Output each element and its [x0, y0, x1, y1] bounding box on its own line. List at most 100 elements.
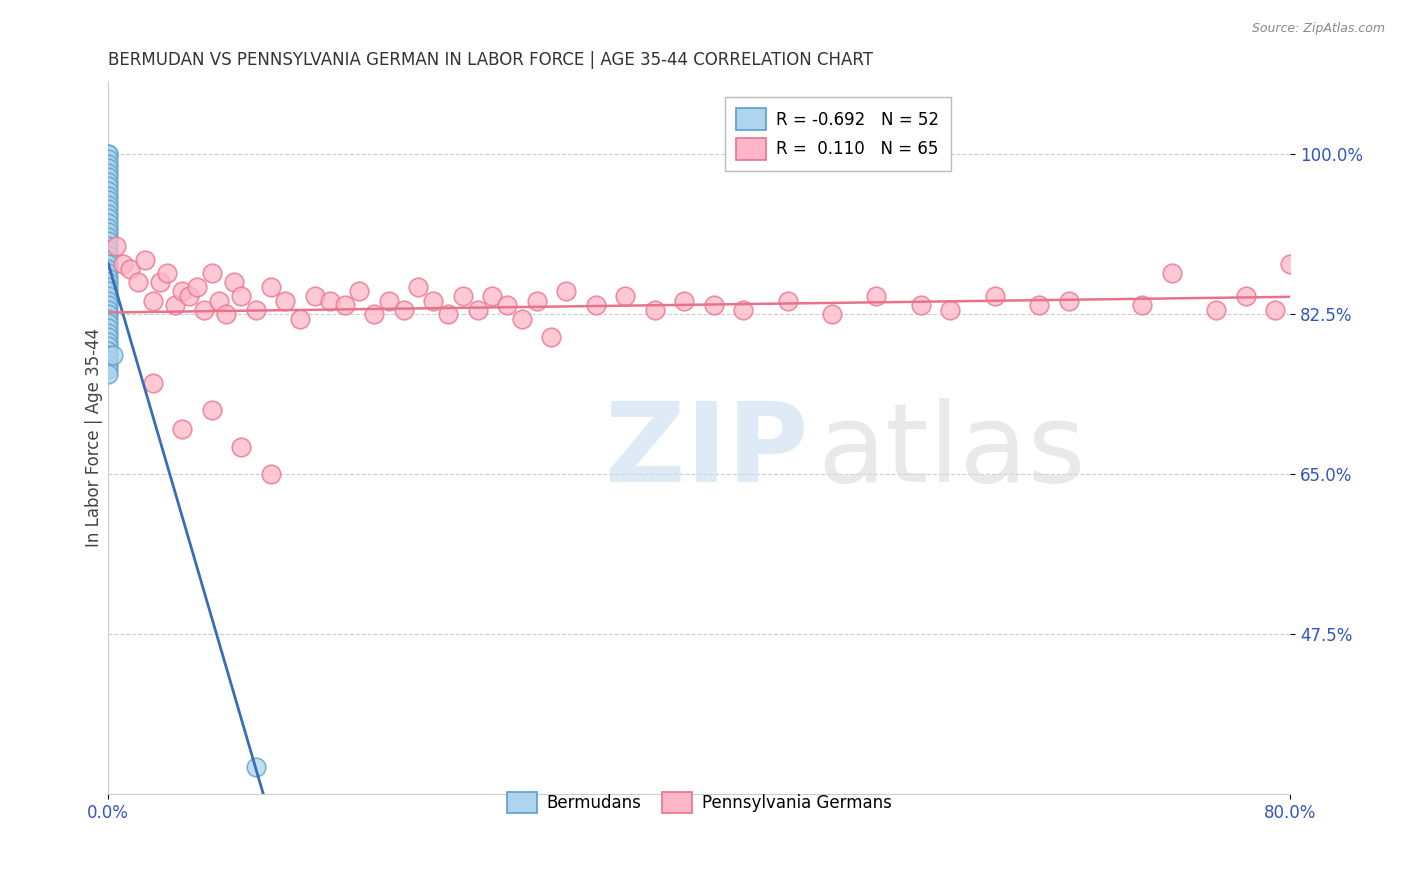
Point: [97, 276, 120, 290]
Point: [97, 302, 120, 317]
Text: atlas: atlas: [817, 399, 1085, 506]
Point: [120, 261, 142, 276]
Point: [437, 307, 460, 321]
Point: [186, 280, 208, 294]
Point: [97, 289, 120, 303]
Point: [97, 161, 120, 176]
Y-axis label: In Labor Force | Age 35-44: In Labor Force | Age 35-44: [86, 328, 103, 548]
Point: [526, 293, 548, 308]
Point: [97, 334, 120, 349]
Point: [231, 289, 253, 303]
Point: [97, 244, 120, 258]
Point: [97, 358, 120, 372]
Point: [614, 289, 637, 303]
Point: [540, 330, 562, 344]
Point: [97, 147, 120, 161]
Point: [290, 312, 312, 326]
Text: Source: ZipAtlas.com: Source: ZipAtlas.com: [1251, 22, 1385, 36]
Point: [193, 302, 215, 317]
Point: [97, 285, 120, 299]
Point: [97, 280, 120, 294]
Point: [97, 166, 120, 180]
Point: [319, 293, 342, 308]
Point: [97, 248, 120, 262]
Point: [1279, 257, 1302, 271]
Point: [97, 179, 120, 194]
Point: [467, 302, 489, 317]
Point: [97, 257, 120, 271]
Point: [97, 188, 120, 202]
Point: [104, 239, 127, 253]
Point: [245, 759, 267, 773]
Point: [97, 343, 120, 358]
Point: [585, 298, 607, 312]
Point: [97, 353, 120, 368]
Point: [703, 298, 725, 312]
Point: [1264, 302, 1286, 317]
Point: [97, 207, 120, 221]
Point: [97, 293, 120, 308]
Point: [1205, 302, 1227, 317]
Point: [260, 467, 283, 482]
Point: [673, 293, 696, 308]
Point: [97, 156, 120, 170]
Point: [97, 220, 120, 235]
Point: [910, 298, 932, 312]
Point: [97, 367, 120, 381]
Point: [510, 312, 533, 326]
Point: [333, 298, 356, 312]
Point: [821, 307, 844, 321]
Point: [1057, 293, 1080, 308]
Point: [231, 440, 253, 454]
Point: [408, 280, 430, 294]
Point: [179, 289, 201, 303]
Point: [97, 216, 120, 230]
Point: [127, 276, 149, 290]
Point: [97, 261, 120, 276]
Point: [97, 152, 120, 166]
Point: [304, 289, 326, 303]
Point: [201, 403, 224, 417]
Point: [1132, 298, 1154, 312]
Point: [776, 293, 799, 308]
Point: [97, 202, 120, 217]
Point: [733, 302, 755, 317]
Point: [201, 266, 224, 280]
Point: [451, 289, 474, 303]
Point: [141, 293, 163, 308]
Point: [260, 280, 283, 294]
Point: [111, 257, 134, 271]
Point: [215, 307, 238, 321]
Point: [644, 302, 666, 317]
Point: [245, 302, 267, 317]
Point: [97, 317, 120, 331]
Point: [97, 270, 120, 285]
Point: [97, 362, 120, 376]
Point: [983, 289, 1005, 303]
Point: [1234, 289, 1257, 303]
Point: [496, 298, 519, 312]
Point: [97, 348, 120, 362]
Point: [97, 252, 120, 267]
Point: [97, 211, 120, 226]
Point: [97, 239, 120, 253]
Point: [97, 234, 120, 248]
Point: [481, 289, 503, 303]
Point: [170, 285, 193, 299]
Point: [156, 266, 179, 280]
Point: [97, 170, 120, 185]
Point: [1028, 298, 1050, 312]
Legend: Bermudans, Pennsylvania Germans: Bermudans, Pennsylvania Germans: [495, 780, 903, 825]
Point: [101, 348, 124, 362]
Point: [422, 293, 444, 308]
Point: [97, 184, 120, 198]
Point: [141, 376, 163, 390]
Point: [97, 197, 120, 211]
Point: [97, 326, 120, 340]
Point: [865, 289, 887, 303]
Point: [97, 312, 120, 326]
Point: [97, 307, 120, 321]
Point: [97, 321, 120, 335]
Point: [363, 307, 385, 321]
Point: [939, 302, 962, 317]
